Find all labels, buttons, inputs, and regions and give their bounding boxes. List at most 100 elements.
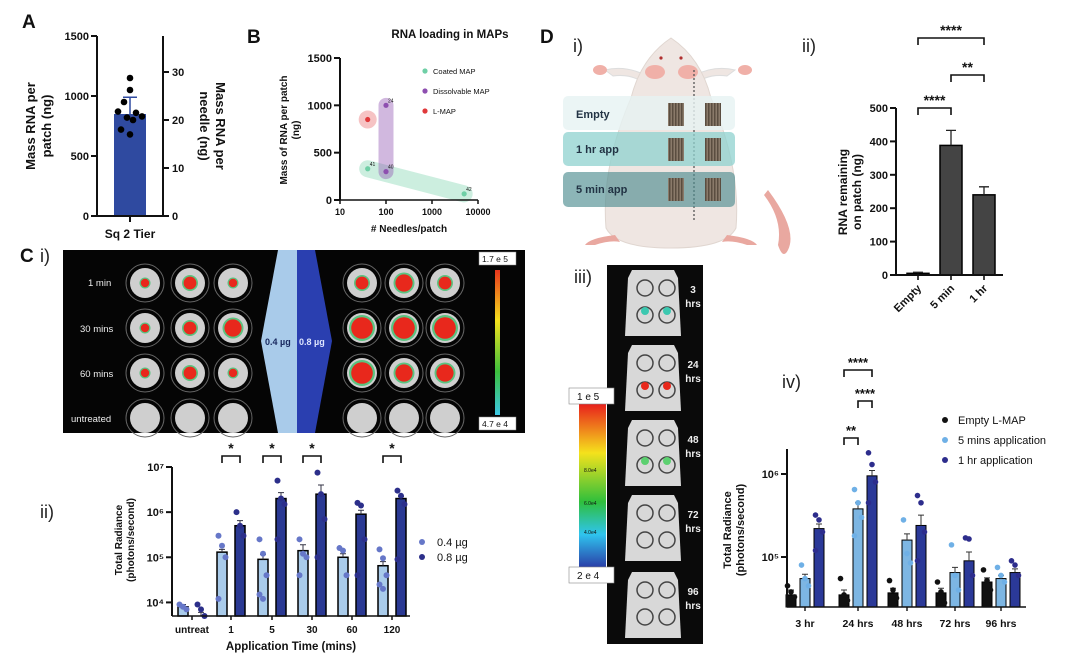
legend-marker (942, 437, 948, 443)
bar (972, 194, 996, 276)
y-tick-label: 30 (172, 67, 184, 79)
significance-label: * (309, 440, 315, 456)
scale-max-label: 1.7 e 5 (482, 254, 508, 264)
well (213, 398, 253, 438)
data-point (340, 547, 346, 554)
data-point (343, 572, 350, 579)
well (213, 353, 253, 393)
legend-label: 1 hr application (958, 455, 1033, 467)
data-point (802, 575, 808, 582)
patch-site (636, 504, 654, 522)
bar (337, 556, 349, 617)
patch (668, 103, 684, 126)
x-tick-label: 3 hr (795, 618, 814, 630)
data-point (215, 532, 222, 539)
group-highlight (359, 160, 473, 203)
bar (901, 539, 913, 608)
color-scale-bar (579, 404, 606, 567)
signal-blob (641, 307, 649, 315)
error-bar (380, 561, 386, 566)
x-tick-label: 72 hrs (940, 618, 971, 630)
chart-title: RNA loading in MAPs (391, 29, 508, 41)
data-point (900, 517, 907, 523)
data-point (296, 536, 303, 543)
well (170, 353, 210, 393)
signal-blob (228, 368, 238, 378)
patch (705, 178, 721, 201)
patch-site (658, 354, 676, 372)
color-scale-bar (495, 270, 500, 415)
panel-label-d-ii: ii) (802, 36, 816, 56)
panel-label-a: A (22, 12, 36, 33)
data-point (461, 191, 467, 197)
band-label: Empty (576, 109, 611, 121)
x-tick-label: 5 min (928, 282, 957, 311)
data-point (816, 517, 822, 523)
significance-bracket (302, 455, 322, 463)
error-bar (123, 96, 137, 114)
y-axis-label: Mass RNA per (23, 82, 38, 170)
signal-blob (663, 307, 671, 315)
data-point (354, 572, 361, 579)
significance-label: **** (848, 355, 869, 370)
well (125, 263, 165, 303)
significance-bracket (917, 107, 952, 115)
data-point (123, 114, 131, 121)
timepoint-label: 72 (687, 510, 699, 521)
x-axis-label: # Needles/patch (371, 224, 447, 235)
y-tick-label: 100 (870, 237, 888, 249)
data-point (805, 583, 812, 589)
signal-blob (351, 362, 373, 384)
y-tick-label: 1000 (65, 91, 89, 103)
patch (705, 103, 721, 126)
data-point (260, 550, 266, 557)
bar (355, 513, 367, 617)
patch-site (658, 504, 676, 522)
x-tick-label: 48 hrs (892, 618, 923, 630)
signal-blob (395, 364, 413, 382)
row-label: untreated (71, 414, 111, 425)
y-axis-label: patch (ng) (39, 95, 54, 158)
data-point (921, 529, 928, 535)
well (425, 398, 465, 438)
patch-site (636, 279, 654, 297)
signal-blob (140, 323, 150, 333)
bar (852, 508, 864, 608)
data-point (365, 116, 371, 123)
bar (939, 144, 963, 276)
error-bar (966, 551, 972, 561)
well (125, 308, 165, 348)
data-point (844, 597, 851, 604)
well (342, 353, 382, 393)
data-point (890, 587, 896, 593)
signal-blob (641, 382, 649, 390)
data-point (914, 558, 921, 564)
data-point (904, 550, 910, 557)
error-bar (340, 553, 346, 558)
bar (234, 524, 246, 617)
data-point (969, 572, 976, 579)
data-point (321, 516, 328, 523)
error-bar (979, 186, 989, 195)
data-point (865, 449, 872, 456)
y-tick-label: 400 (870, 136, 888, 148)
y-tick-label: 10⁶ (147, 507, 164, 519)
panel-label-c-i: i) (40, 246, 50, 266)
error-bar (358, 509, 364, 515)
timepoint-label: hrs (685, 299, 701, 310)
timepoint-label: hrs (685, 601, 701, 612)
x-tick-label: 1 hr (967, 282, 990, 305)
band-label: 5 min app (576, 184, 628, 196)
band-1hr (563, 132, 735, 166)
signal-blob (140, 278, 150, 288)
well (125, 398, 165, 438)
band-empty (563, 96, 735, 130)
mouse-tail (764, 190, 791, 254)
data-point (376, 581, 383, 588)
significance-label: ** (846, 423, 857, 438)
well (425, 308, 465, 348)
error-bar (816, 523, 822, 529)
y-tick-label: 10⁶ (762, 469, 779, 481)
well (384, 353, 424, 393)
legend-label: 5 mins application (958, 435, 1046, 447)
